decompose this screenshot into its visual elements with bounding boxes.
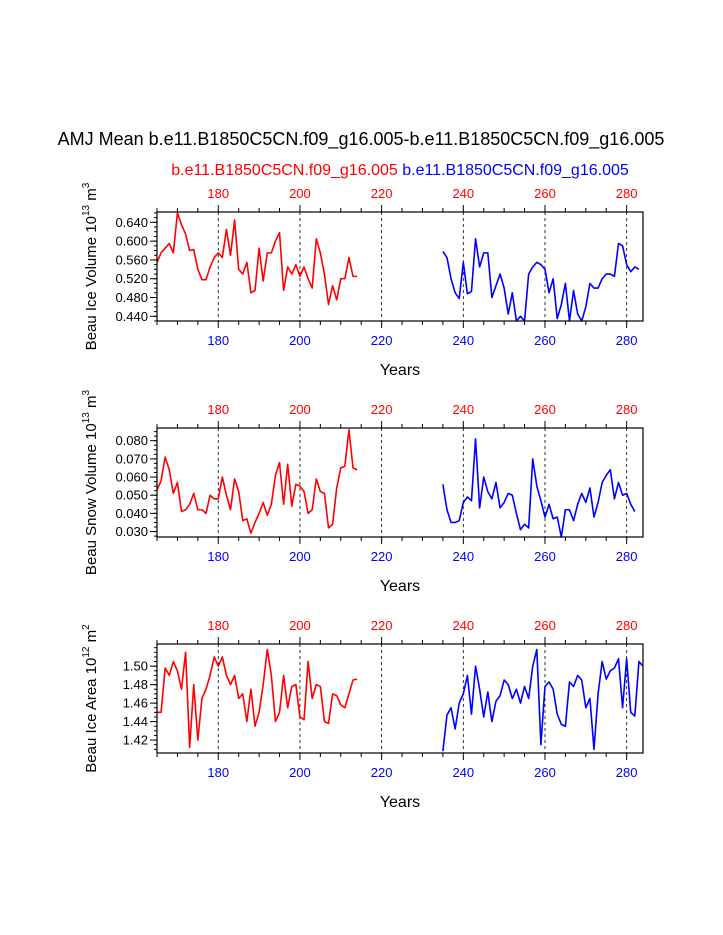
y-axis-title-base: Beau Ice Area 10 [83, 658, 100, 773]
top-tick-label: 200 [289, 402, 311, 417]
y-tick-label: 0.040 [115, 506, 148, 521]
top-tick-label: 220 [371, 402, 393, 417]
top-tick-label: 260 [534, 618, 556, 633]
y-tick-label: 0.440 [115, 309, 148, 324]
series-line-case2 [442, 237, 640, 322]
y-axis-title-unit-exponent: 2 [81, 624, 92, 630]
y-axis-title-exponent: 13 [81, 204, 92, 216]
top-tick-label: 240 [452, 402, 474, 417]
y-tick-label: 0.520 [115, 271, 148, 286]
y-tick-label: 0.070 [115, 451, 148, 466]
top-tick-label: 240 [452, 186, 474, 201]
plot-frame [156, 427, 644, 538]
top-tick-label: 180 [207, 618, 229, 633]
top-tick-label: 260 [534, 402, 556, 417]
bottom-tick-label: 180 [207, 765, 229, 780]
bottom-tick-label: 200 [289, 549, 311, 564]
series-line-case1 [157, 648, 358, 749]
y-axis-title-exponent: 12 [81, 646, 92, 658]
y-tick-label: 0.560 [115, 252, 148, 267]
plot-frame [156, 211, 644, 322]
y-axis-title-exponent: 13 [81, 412, 92, 424]
y-tick-label: 0.080 [115, 433, 148, 448]
y-tick-label: 1.42 [123, 733, 148, 748]
bottom-tick-label: 180 [207, 549, 229, 564]
top-tick-label: 280 [616, 402, 638, 417]
series-line-case1 [156, 429, 358, 535]
main-title: AMJ Mean b.e11.B1850C5CN.f09_g16.005-b.e… [58, 129, 665, 150]
bottom-tick-label: 240 [452, 765, 474, 780]
bottom-tick-label: 260 [534, 765, 556, 780]
bottom-tick-label: 280 [616, 549, 638, 564]
bottom-tick-label: 280 [616, 333, 638, 348]
bottom-tick-label: 240 [452, 333, 474, 348]
bottom-tick-label: 200 [289, 765, 311, 780]
y-tick-label: 0.640 [115, 215, 148, 230]
y-tick-label: 0.060 [115, 470, 148, 485]
y-tick-label: 0.050 [115, 488, 148, 503]
bottom-tick-label: 220 [371, 549, 393, 564]
series-line-case2 [442, 438, 636, 538]
bottom-tick-label: 240 [452, 549, 474, 564]
legend-labels: b.e11.B1850C5CN.f09_g16.005 b.e11.B1850C… [171, 162, 629, 179]
bottom-tick-label: 280 [616, 765, 638, 780]
x-axis-title: Years [380, 362, 420, 379]
bottom-tick-label: 260 [534, 333, 556, 348]
top-tick-label: 240 [452, 618, 474, 633]
panel-ice-volume: 0.440 0.480 0.520 0.560 0.600 0.640 180 200 220 2… [81, 182, 644, 379]
y-axis-title-base: Beau Snow Volume 10 [83, 423, 100, 575]
x-axis-title: Years [380, 794, 420, 811]
y-axis-title-unit-exponent: 3 [81, 389, 92, 395]
bottom-tick-label: 220 [371, 765, 393, 780]
y-axis-title-unit: m [83, 188, 100, 205]
top-tick-label: 280 [616, 186, 638, 201]
series-line-case2 [442, 648, 644, 752]
bottom-tick-label: 260 [534, 549, 556, 564]
y-axis-title: Beau Ice Volume 1013 m3 [81, 182, 100, 350]
y-tick-label: 0.030 [115, 524, 148, 539]
top-tick-label: 220 [371, 186, 393, 201]
y-axis-title-unit: m [83, 630, 100, 647]
top-tick-label: 220 [371, 618, 393, 633]
y-axis-title: Beau Ice Area 1012 m2 [81, 624, 100, 773]
case2-label: b.e11.B1850C5CN.f09_g16.005 [402, 162, 629, 179]
y-axis-title: Beau Snow Volume 1013 m3 [81, 389, 100, 575]
panel-snow-volume: 0.030 0.040 0.050 0.060 0.070 0.080 180 200 220 2… [81, 389, 644, 595]
y-tick-label: 0.480 [115, 290, 148, 305]
y-axis-title-unit-exponent: 3 [81, 182, 92, 188]
bottom-tick-label: 200 [289, 333, 311, 348]
y-tick-label: 1.48 [123, 677, 148, 692]
series-line-case1 [156, 212, 358, 306]
y-tick-label: 1.44 [123, 714, 148, 729]
bottom-tick-label: 180 [207, 333, 229, 348]
case1-label: b.e11.B1850C5CN.f09_g16.005 [171, 162, 398, 179]
top-tick-label: 260 [534, 186, 556, 201]
top-tick-label: 280 [616, 618, 638, 633]
top-tick-label: 180 [207, 402, 229, 417]
y-axis-title-unit: m [83, 395, 100, 412]
top-tick-label: 180 [207, 186, 229, 201]
panel-ice-area: 1.42 1.44 1.46 1.48 1.50 180 200 220 240 260 280 18… [81, 618, 644, 811]
y-tick-label: 1.46 [123, 696, 148, 711]
plot-frame [156, 643, 644, 754]
top-tick-label: 200 [289, 186, 311, 201]
y-tick-label: 0.600 [115, 234, 148, 249]
y-axis-title-base: Beau Ice Volume 10 [83, 216, 100, 350]
x-axis-title: Years [380, 578, 420, 595]
top-tick-label: 200 [289, 618, 311, 633]
y-tick-label: 1.50 [123, 659, 148, 674]
bottom-tick-label: 220 [371, 333, 393, 348]
